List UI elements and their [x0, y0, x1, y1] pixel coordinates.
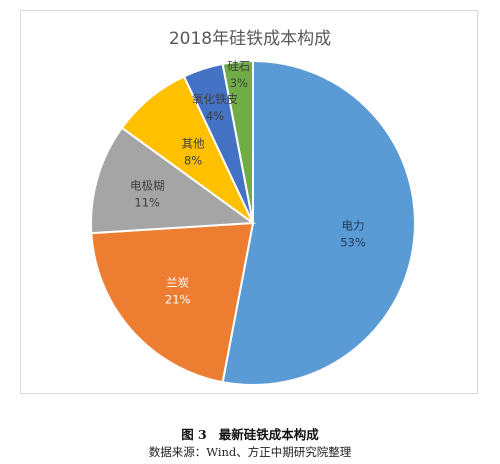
figure-number: 图 3 [181, 427, 207, 442]
slice-category-label: 硅石 [227, 59, 250, 73]
chart-title: 2018年硅铁成本构成 [169, 29, 331, 49]
figure-title: 最新硅铁成本构成 [218, 427, 319, 442]
pie-slice [90, 126, 256, 235]
slice-value-label: 3% [230, 76, 248, 90]
pie-slice [221, 59, 416, 386]
pie-slice [221, 59, 254, 224]
slice-category-label: 氧化铁皮 [192, 92, 238, 106]
chart-frame: 2018年硅铁成本构成 电力 53% 兰炭 21% 电极糊 11% 其他 8% 氧化铁皮 4% 硅石… [20, 10, 478, 394]
slice-value-label: 8% [184, 154, 202, 168]
slice-category-label: 其他 [182, 137, 205, 151]
figure-caption: 图 3 最新硅铁成本构成 [0, 424, 500, 443]
slice-value-label: 11% [134, 195, 160, 209]
pie-chart: 2018年硅铁成本构成 电力 53% 兰炭 21% 电极糊 11% 其他 8% 氧化铁皮 4% 硅石… [90, 29, 416, 386]
data-source-note: 数据来源：Wind、方正中期研究院整理 [148, 445, 352, 459]
slice-category-label: 电力 [341, 218, 364, 232]
slice-value-label: 53% [340, 235, 366, 249]
slice-category-label: 电极糊 [130, 178, 165, 192]
pie-slice [90, 221, 255, 384]
slice-value-label: 4% [206, 109, 224, 123]
slice-value-label: 21% [165, 292, 191, 306]
slice-category-label: 兰炭 [166, 275, 189, 289]
